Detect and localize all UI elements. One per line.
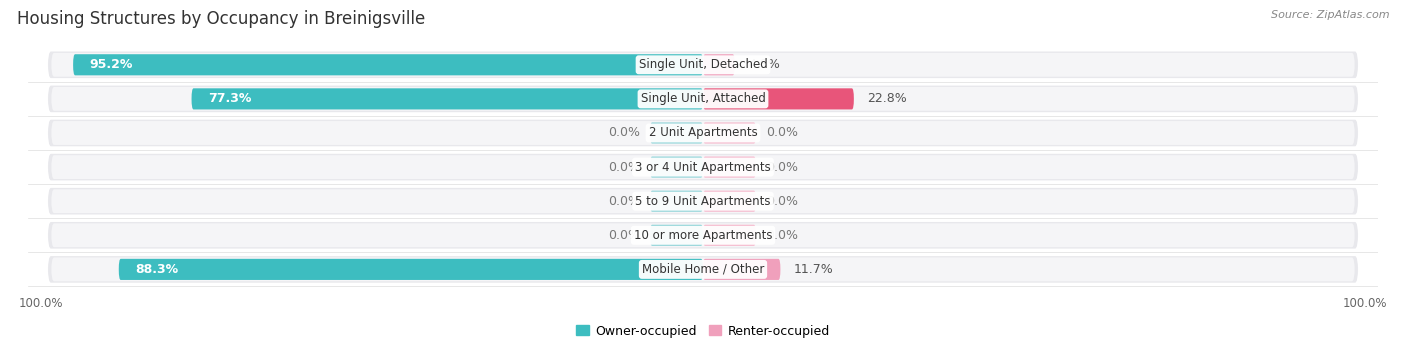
Text: 2 Unit Apartments: 2 Unit Apartments xyxy=(648,127,758,139)
Legend: Owner-occupied, Renter-occupied: Owner-occupied, Renter-occupied xyxy=(571,320,835,341)
FancyBboxPatch shape xyxy=(703,225,756,246)
FancyBboxPatch shape xyxy=(48,154,1358,180)
Text: Source: ZipAtlas.com: Source: ZipAtlas.com xyxy=(1271,10,1389,20)
FancyBboxPatch shape xyxy=(703,88,853,109)
Text: 11.7%: 11.7% xyxy=(793,263,834,276)
FancyBboxPatch shape xyxy=(118,259,703,280)
FancyBboxPatch shape xyxy=(51,121,1355,145)
FancyBboxPatch shape xyxy=(703,54,735,75)
Text: 0.0%: 0.0% xyxy=(766,229,797,242)
Text: 10 or more Apartments: 10 or more Apartments xyxy=(634,229,772,242)
Text: Single Unit, Attached: Single Unit, Attached xyxy=(641,92,765,105)
FancyBboxPatch shape xyxy=(48,86,1358,112)
FancyBboxPatch shape xyxy=(191,88,703,109)
Text: 0.0%: 0.0% xyxy=(609,127,640,139)
FancyBboxPatch shape xyxy=(51,87,1355,111)
FancyBboxPatch shape xyxy=(703,157,756,178)
Text: 0.0%: 0.0% xyxy=(766,161,797,174)
FancyBboxPatch shape xyxy=(51,53,1355,77)
FancyBboxPatch shape xyxy=(48,120,1358,146)
Text: 4.8%: 4.8% xyxy=(748,58,780,71)
Text: 0.0%: 0.0% xyxy=(609,195,640,208)
Text: Housing Structures by Occupancy in Breinigsville: Housing Structures by Occupancy in Brein… xyxy=(17,10,425,28)
FancyBboxPatch shape xyxy=(51,155,1355,179)
FancyBboxPatch shape xyxy=(51,223,1355,247)
FancyBboxPatch shape xyxy=(51,189,1355,213)
FancyBboxPatch shape xyxy=(650,225,703,246)
FancyBboxPatch shape xyxy=(73,54,703,75)
FancyBboxPatch shape xyxy=(703,191,756,212)
FancyBboxPatch shape xyxy=(48,188,1358,214)
Text: 95.2%: 95.2% xyxy=(90,58,134,71)
Text: Mobile Home / Other: Mobile Home / Other xyxy=(641,263,765,276)
FancyBboxPatch shape xyxy=(48,51,1358,78)
Text: 0.0%: 0.0% xyxy=(766,127,797,139)
FancyBboxPatch shape xyxy=(48,222,1358,249)
Text: 0.0%: 0.0% xyxy=(766,195,797,208)
Text: 0.0%: 0.0% xyxy=(609,161,640,174)
Text: 0.0%: 0.0% xyxy=(609,229,640,242)
Text: 3 or 4 Unit Apartments: 3 or 4 Unit Apartments xyxy=(636,161,770,174)
FancyBboxPatch shape xyxy=(650,191,703,212)
FancyBboxPatch shape xyxy=(703,122,756,144)
Text: 88.3%: 88.3% xyxy=(135,263,179,276)
FancyBboxPatch shape xyxy=(51,257,1355,281)
FancyBboxPatch shape xyxy=(650,157,703,178)
Text: 77.3%: 77.3% xyxy=(208,92,252,105)
Text: Single Unit, Detached: Single Unit, Detached xyxy=(638,58,768,71)
FancyBboxPatch shape xyxy=(650,122,703,144)
FancyBboxPatch shape xyxy=(703,259,780,280)
FancyBboxPatch shape xyxy=(48,256,1358,283)
Text: 22.8%: 22.8% xyxy=(868,92,907,105)
Text: 5 to 9 Unit Apartments: 5 to 9 Unit Apartments xyxy=(636,195,770,208)
